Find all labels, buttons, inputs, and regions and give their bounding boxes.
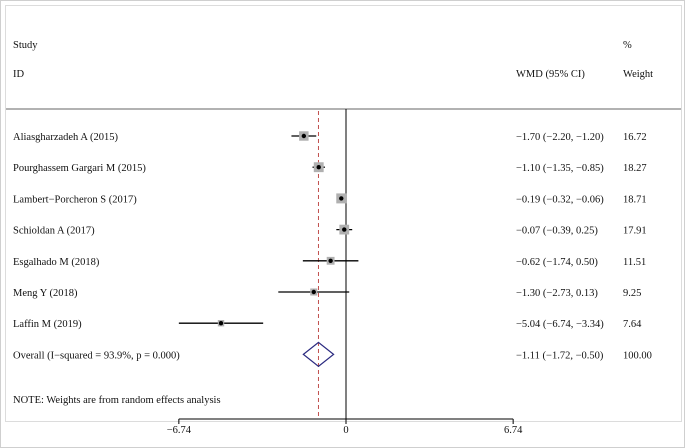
study-point <box>311 289 316 295</box>
study-point <box>328 258 333 263</box>
overall-label: Overall (I−squared = 93.9%, p = 0.000) <box>13 350 180 361</box>
study-row: Lambert−Porcheron S (2017) −0.19 (−0.32, … <box>13 193 647 205</box>
study-label: Pourghassem Gargari M (2015) <box>13 163 146 174</box>
study-ci-text: −5.04 (−6.74, −3.34) <box>516 319 604 330</box>
study-ci-text: −0.07 (−0.39, 0.25) <box>516 226 598 237</box>
study-row: Pourghassem Gargari M (2015) −1.10 (−1.35… <box>13 162 647 174</box>
study-point <box>342 227 347 232</box>
study-weight: 17.91 <box>623 226 647 237</box>
study-row: Meng Y (2018) −1.30 (−2.73, 0.13) 9.25 <box>13 288 641 299</box>
study-label: Meng Y (2018) <box>13 288 78 299</box>
study-label: Lambert−Porcheron S (2017) <box>13 194 137 205</box>
header-id: ID <box>13 69 24 80</box>
forest-plot: Study ID WMD (95% CI) % Weight Aliasghar… <box>6 40 681 424</box>
header-wmd: WMD (95% CI) <box>516 69 585 80</box>
study-ci-text: −0.19 (−0.32, −0.06) <box>516 194 604 205</box>
note-text: NOTE: Weights are from random effects an… <box>13 395 221 406</box>
study-ci-text: −0.62 (−1.74, 0.50) <box>516 257 598 268</box>
study-point <box>316 165 321 170</box>
header-weight: Weight <box>623 69 653 80</box>
study-label: Esgalhado M (2018) <box>13 257 100 268</box>
study-row: Laffin M (2019) −5.04 (−6.74, −3.34) 7.64 <box>13 319 642 330</box>
overall-diamond <box>302 341 335 368</box>
study-row: Esgalhado M (2018) −0.62 (−1.74, 0.50) 11.… <box>13 257 646 268</box>
study-weight: 11.51 <box>623 257 646 268</box>
study-weight: 9.25 <box>623 288 641 299</box>
study-rows: Aliasgharzadeh A (2015) −1.70 (−2.20, −1.… <box>13 109 652 419</box>
overall-row: Overall (I−squared = 93.9%, p = 0.000) −1… <box>13 341 652 368</box>
study-weight: 16.72 <box>623 132 647 143</box>
x-axis-ticks <box>178 419 514 424</box>
header-study: Study <box>13 40 38 51</box>
study-point <box>218 321 224 326</box>
study-ci-text: −1.10 (−1.35, −0.85) <box>516 163 604 174</box>
study-label: Laffin M (2019) <box>13 319 82 330</box>
study-row: Aliasgharzadeh A (2015) −1.70 (−2.20, −1.… <box>13 131 647 143</box>
study-weight: 18.71 <box>623 194 647 205</box>
header-percent: % <box>623 40 632 51</box>
study-label: Schioldan A (2017) <box>13 226 95 237</box>
study-weight: 7.64 <box>623 319 642 330</box>
study-point <box>301 133 307 139</box>
overall-ci-text: −1.11 (−1.72, −0.50) <box>516 350 604 361</box>
study-ci-text: −1.30 (−2.73, 0.13) <box>516 288 598 299</box>
study-point <box>339 196 344 201</box>
overall-weight: 100.00 <box>623 350 652 361</box>
study-row: Schioldan A (2017) −0.07 (−0.39, 0.25) 17.… <box>13 224 647 237</box>
plot-panel: Study ID WMD (95% CI) % Weight Aliasghar… <box>5 5 682 424</box>
study-weight: 18.27 <box>623 163 647 174</box>
study-ci-text: −1.70 (−2.20, −1.20) <box>516 132 604 143</box>
study-label: Aliasgharzadeh A (2015) <box>13 132 118 143</box>
